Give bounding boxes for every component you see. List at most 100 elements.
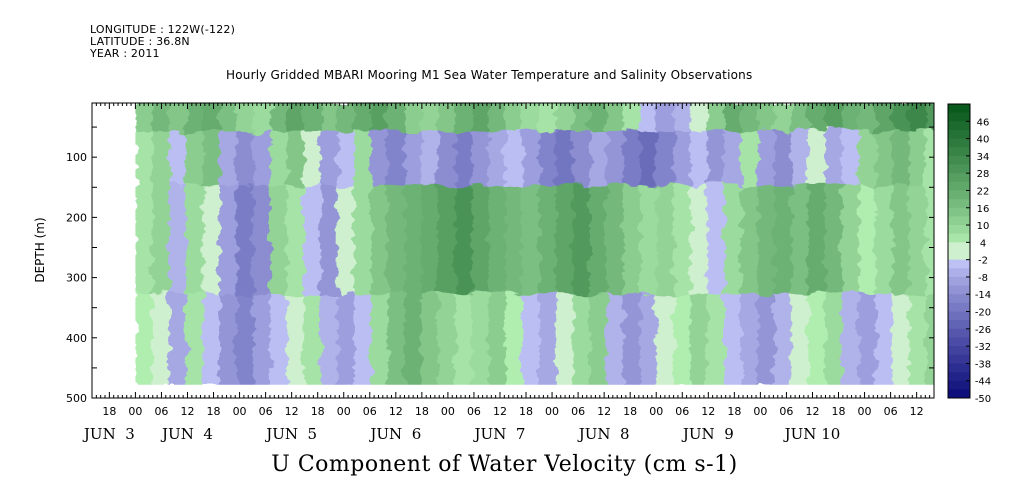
heatmap-cell: [858, 293, 877, 388]
x-tick-label: 12: [805, 405, 819, 418]
colorbar-swatch: [948, 207, 970, 217]
y-tick-label: 300: [66, 272, 87, 285]
colorbar-swatch: [948, 121, 970, 131]
colorbar-label: 16: [977, 204, 990, 215]
colorbar-swatch: [948, 268, 970, 278]
y-tick-label: 200: [66, 211, 87, 224]
heatmap-cell: [707, 103, 726, 136]
heatmap-cell: [909, 131, 927, 190]
colorbar-swatch: [948, 155, 970, 165]
x-tick-label: 18: [727, 405, 741, 418]
heatmap-cell: [656, 131, 675, 190]
heatmap-cell: [337, 131, 356, 190]
year-label: YEAR : 2011: [90, 47, 160, 60]
colorbar-label: -50: [975, 394, 991, 405]
heatmap-cell: [202, 185, 221, 298]
colorbar-swatch: [948, 302, 970, 312]
y-tick-label: 100: [66, 151, 87, 164]
x-tick-label: 06: [363, 405, 377, 418]
heatmap-cell: [925, 103, 934, 136]
heatmap-cell: [909, 293, 927, 388]
heatmap-cell: [522, 103, 541, 136]
colorbar-swatch: [948, 311, 970, 321]
x-date-label: JUN 5: [264, 425, 317, 443]
x-tick-label: 12: [701, 405, 715, 418]
heatmap-cell: [673, 131, 692, 190]
heatmap-cell: [337, 185, 356, 298]
heatmap-cell: [875, 103, 894, 136]
heatmap-cell: [253, 293, 272, 388]
colorbar-swatch: [948, 216, 970, 226]
heatmap-cell: [269, 293, 288, 388]
heatmap-cell: [740, 185, 759, 298]
heatmap-cell: [555, 131, 574, 190]
heatmap-cell: [724, 131, 742, 190]
colorbar-label: 22: [977, 186, 990, 197]
heatmap-cell: [354, 131, 372, 190]
x-tick-label: 06: [779, 405, 793, 418]
colorbar-label: -26: [975, 325, 991, 336]
heatmap-cell: [219, 131, 238, 190]
colorbar-swatch: [948, 259, 970, 269]
heatmap-cell: [421, 185, 440, 298]
heatmap-cell: [370, 131, 389, 190]
colorbar-swatch: [948, 328, 970, 338]
heatmap-cell: [303, 185, 322, 298]
colorbar-swatch: [948, 190, 970, 200]
colorbar-label: -38: [975, 359, 991, 370]
heatmap-cell: [774, 185, 793, 298]
heatmap-cell: [404, 131, 423, 190]
heatmap-cell: [589, 131, 608, 190]
heatmap-cell: [555, 185, 574, 298]
heatmap-cell: [135, 293, 154, 388]
heatmap-cell: [606, 293, 625, 388]
heatmap-cell: [656, 293, 675, 388]
x-tick-label: 12: [910, 405, 924, 418]
colorbar: 46 40 34 28 22 16 10 4 -2 -8 -14 -20 -26 -32 -38 -44 -50: [947, 103, 991, 405]
colorbar-frame: [947, 103, 971, 399]
heatmap-cell: [892, 103, 911, 136]
heatmap-cell: [152, 103, 171, 136]
heatmap-cell: [740, 103, 759, 136]
variable-label: U Component of Water Velocity (cm s-1): [271, 452, 738, 477]
heatmap-cell: [152, 185, 171, 298]
heatmap-cell: [320, 103, 339, 136]
heatmap-cell: [505, 131, 524, 190]
heatmap-cell: [555, 103, 574, 136]
heatmap-cell: [740, 131, 759, 190]
heatmap-cell: [152, 131, 171, 190]
x-tick-label: 00: [128, 405, 142, 418]
heatmap-cell: [774, 293, 793, 388]
colorbar-label: 28: [977, 169, 990, 180]
heatmap-cell: [135, 103, 154, 136]
heatmap-cell: [656, 103, 675, 136]
colorbar-swatch: [948, 164, 970, 174]
heatmap-cell: [354, 185, 372, 298]
heatmap-cell: [522, 293, 541, 388]
x-date-label: JUN 9: [681, 425, 734, 443]
colorbar-swatch: [948, 294, 970, 304]
colorbar-swatch: [948, 104, 970, 114]
heatmap-cell: [320, 293, 339, 388]
heatmap-cell: [858, 103, 877, 136]
heatmap-cell: [690, 103, 709, 136]
heatmap-cell: [724, 103, 742, 136]
x-date-label: JUN 10: [783, 425, 841, 443]
heatmap-cell: [539, 103, 557, 136]
colorbar-swatch: [948, 112, 970, 122]
heatmap-cell: [875, 293, 894, 388]
heatmap-cell: [454, 293, 473, 388]
heatmap-cell: [791, 131, 810, 190]
colorbar-label: 46: [977, 117, 990, 128]
heatmap-cell: [774, 103, 793, 136]
colorbar-swatch: [948, 242, 970, 252]
heatmap-cell: [673, 293, 692, 388]
colorbar-swatch: [948, 363, 970, 373]
heatmap-cell: [909, 103, 927, 136]
heatmap-cell: [421, 293, 440, 388]
heatmap-cell: [825, 103, 843, 136]
heatmap-cell: [589, 293, 608, 388]
heatmap-cell: [404, 185, 423, 298]
heatmap-cell: [825, 185, 843, 298]
x-tick-label: 00: [649, 405, 663, 418]
